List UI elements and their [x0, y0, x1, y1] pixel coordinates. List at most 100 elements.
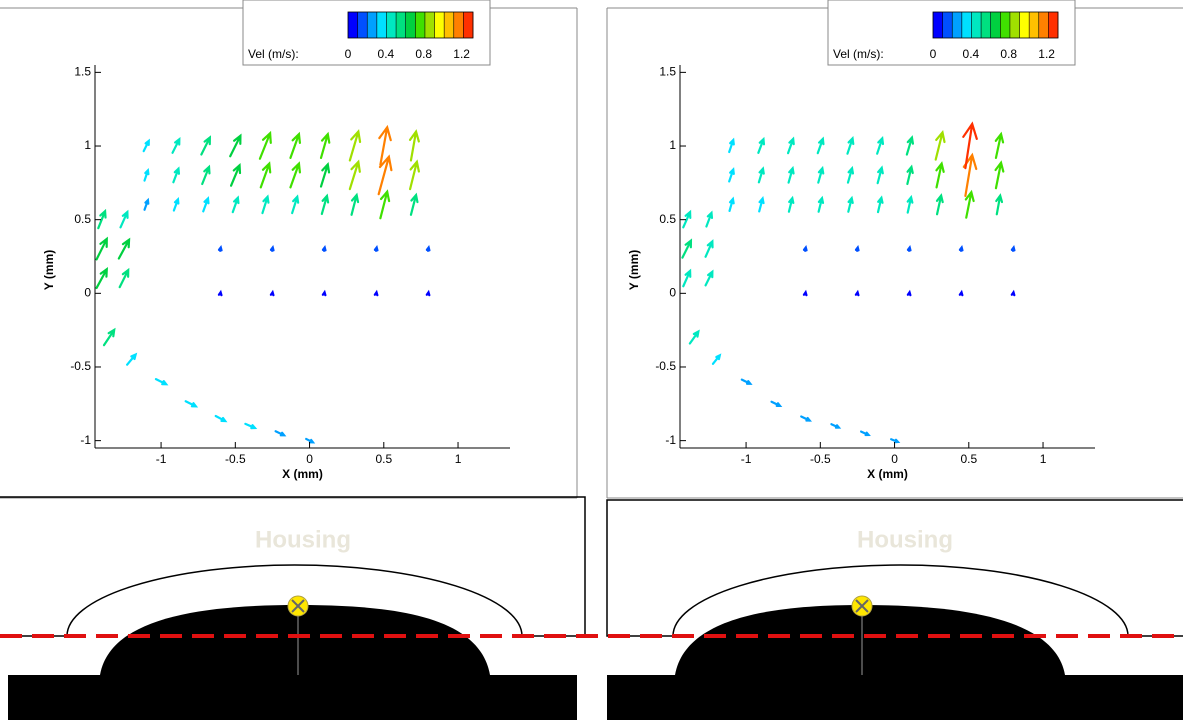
velocity-arrow: [172, 166, 181, 184]
y-tick-label: -1: [80, 433, 91, 447]
velocity-arrow: [906, 289, 912, 297]
velocity-arrow: [757, 166, 765, 184]
velocity-arrow: [847, 195, 854, 213]
colorbar-band: [933, 12, 943, 38]
velocity-arrow: [229, 133, 242, 158]
y-tick-label: 0: [669, 285, 676, 299]
velocity-arrow: [154, 378, 169, 386]
velocity-arrow: [378, 124, 392, 166]
velocity-arrow: [711, 353, 722, 365]
colorbar-band: [990, 12, 1001, 38]
colorbar-tick-label: 0.8: [1000, 47, 1017, 61]
velocity-arrow: [728, 137, 735, 154]
velocity-arrow: [1010, 244, 1016, 252]
velocity-arrow: [994, 131, 1005, 160]
velocity-arrow: [201, 164, 211, 186]
velocity-arrow: [728, 196, 735, 212]
velocity-arrow: [688, 329, 700, 345]
colorbar-band: [348, 12, 358, 38]
dome: [100, 605, 490, 675]
velocity-arrow: [320, 193, 330, 216]
colorbar-band: [1029, 12, 1040, 38]
velocity-arrow: [704, 269, 714, 287]
x-axis-label: X (mm): [867, 467, 908, 481]
y-tick-label: 0: [84, 285, 91, 299]
velocity-arrow: [728, 167, 735, 183]
y-tick-label: 1.5: [74, 65, 91, 79]
velocity-arrow: [1010, 289, 1016, 297]
schematic: Housing: [606, 499, 1183, 720]
colorbar-band: [1009, 12, 1020, 38]
velocity-arrow: [184, 400, 199, 408]
velocity-arrow: [830, 423, 842, 429]
velocity-arrow: [934, 129, 946, 161]
colorbar-band: [1019, 12, 1030, 38]
housing-outline: [0, 496, 586, 637]
velocity-arrow: [348, 129, 362, 162]
velocity-arrow: [758, 196, 765, 213]
velocity-arrow: [350, 192, 360, 216]
colorbar-band: [1038, 12, 1049, 38]
dome: [675, 605, 1065, 675]
y-tick-label: -0.5: [655, 359, 676, 373]
velocity-arrow: [962, 121, 978, 170]
velocity-arrow: [425, 289, 431, 297]
housing-label: Housing: [255, 526, 351, 553]
velocity-arrow: [935, 161, 945, 189]
velocity-arrow: [274, 430, 287, 437]
velocity-arrow: [846, 135, 855, 155]
velocity-arrow: [200, 135, 211, 156]
velocity-arrow: [258, 130, 272, 160]
x-tick-label: -0.5: [810, 452, 831, 466]
velocity-arrow: [854, 244, 860, 252]
velocity-arrow: [214, 414, 228, 423]
velocity-arrow: [119, 209, 129, 229]
velocity-arrow: [816, 136, 825, 155]
velocity-arrow: [373, 244, 379, 252]
velocity-arrow: [787, 195, 795, 213]
velocity-arrow: [958, 244, 964, 252]
colorbar-tick-label: 1.2: [1038, 47, 1055, 61]
x-tick-label: -1: [741, 452, 752, 466]
x-tick-label: 0: [891, 452, 898, 466]
colorbar-band: [386, 12, 397, 38]
y-axis-label: Y (mm): [627, 250, 641, 290]
colorbar-band: [952, 12, 963, 38]
flow-marker-cross: [291, 599, 305, 613]
velocity-arrow: [95, 267, 108, 290]
velocity-arrow: [876, 165, 884, 185]
velocity-arrow: [305, 437, 316, 444]
quiver-chart: -1 -0.5 0 0.5 1 -1 -0.5 0 0.5 1 1.5 X (mm) Y (mm) Vel…: [627, 0, 1095, 481]
velocity-arrow: [409, 192, 419, 216]
colorbar-band: [424, 12, 435, 38]
velocity-arrow: [860, 430, 871, 437]
velocity-arrow: [906, 244, 912, 252]
frames: [0, 7, 1183, 499]
velocity-arrow: [757, 136, 766, 154]
y-tick-label: 1: [84, 138, 91, 152]
colorbar-tick-label: 0.4: [963, 47, 980, 61]
colorbar-band: [415, 12, 426, 38]
velocity-arrow: [102, 327, 116, 347]
velocity-arrow: [995, 193, 1004, 216]
velocity-arrow: [935, 193, 944, 216]
velocity-arrow: [958, 289, 964, 297]
velocity-arrow: [321, 244, 327, 252]
colorbar-band: [1048, 12, 1059, 38]
colorbar-band: [1000, 12, 1011, 38]
velocity-arrow: [319, 162, 331, 188]
y-tick-label: -0.5: [70, 359, 91, 373]
base: [8, 675, 577, 720]
velocity-arrow: [126, 352, 138, 366]
velocity-arrow: [800, 415, 812, 422]
velocity-arrow: [202, 196, 210, 213]
velocity-arrow: [229, 162, 242, 187]
x-tick-label: 0: [306, 452, 313, 466]
x-tick-label: -1: [156, 452, 167, 466]
colorbar-band: [367, 12, 378, 38]
velocity-arrow: [259, 161, 272, 189]
velocity-arrow: [143, 167, 150, 182]
schematic: Housing: [0, 496, 586, 720]
